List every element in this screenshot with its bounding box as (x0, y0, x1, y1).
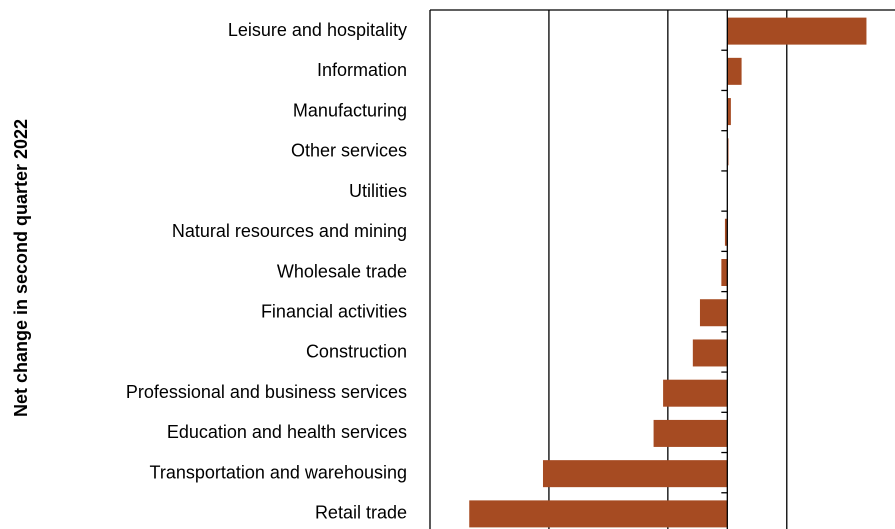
bar (542, 460, 728, 488)
bar (727, 57, 742, 85)
y-tick-label: Professional and business services (126, 382, 407, 402)
bar (469, 500, 728, 528)
bar (653, 419, 728, 447)
bar (724, 218, 728, 246)
y-tick-label: Utilities (349, 181, 407, 201)
y-tick-label: Retail trade (315, 503, 407, 523)
y-tick-label: Leisure and hospitality (228, 20, 407, 40)
bar (727, 98, 731, 126)
y-tick-label: Construction (306, 342, 407, 362)
y-tick-label: Wholesale trade (277, 261, 407, 281)
y-axis-title: Net change in second quarter 2022 (11, 119, 31, 417)
y-tick-label: Manufacturing (293, 100, 407, 120)
y-tick-label: Other services (291, 141, 407, 161)
bar (663, 379, 728, 407)
y-tick-label: Financial activities (261, 301, 407, 321)
bar (692, 339, 728, 367)
bar (727, 17, 867, 45)
y-tick-label: Information (317, 60, 407, 80)
bar (721, 259, 728, 286)
bar (699, 299, 728, 327)
y-tick-label: Natural resources and mining (172, 221, 407, 241)
y-tick-label: Education and health services (167, 422, 407, 442)
y-tick-label: Transportation and warehousing (150, 462, 408, 482)
